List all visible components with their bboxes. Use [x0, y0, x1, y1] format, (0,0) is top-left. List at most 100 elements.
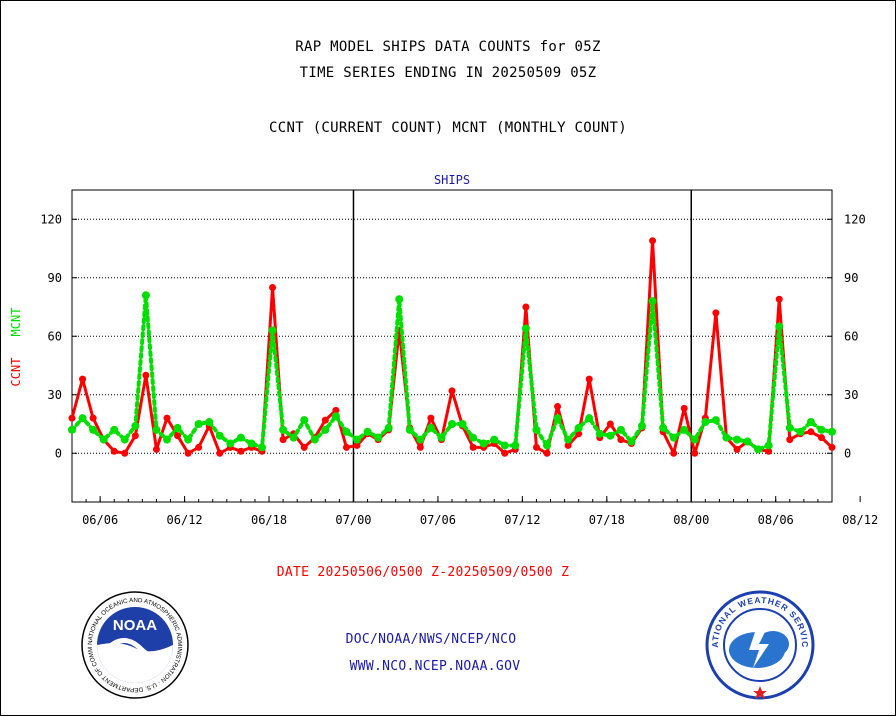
data-point-mcnt — [500, 441, 509, 450]
data-point-mcnt — [733, 435, 741, 444]
data-point-ccnt — [649, 237, 657, 245]
website-label: WWW.NCO.NCEP.NOAA.GOV — [349, 659, 521, 674]
data-point-mcnt — [279, 425, 288, 434]
data-point-ccnt — [775, 295, 783, 303]
data-point-ccnt — [237, 447, 245, 455]
y-tick-label-left: 60 — [48, 329, 62, 343]
data-point-mcnt — [458, 420, 467, 428]
data-point-ccnt — [269, 284, 277, 291]
data-point-ccnt — [543, 449, 551, 457]
data-point-ccnt — [585, 375, 593, 383]
y-tick-label-left: 120 — [40, 212, 62, 226]
data-point-ccnt — [163, 414, 171, 422]
data-point-mcnt — [595, 429, 604, 438]
data-point-ccnt — [680, 404, 688, 412]
data-point-mcnt — [321, 425, 330, 434]
data-point-ccnt — [522, 303, 530, 311]
x-tick-label: 06/12 — [167, 513, 203, 527]
data-point-ccnt — [807, 428, 815, 436]
data-point-ccnt — [733, 445, 741, 453]
chart-title-line-1: RAP MODEL SHIPS DATA COUNTS for 05Z — [295, 39, 601, 55]
data-point-mcnt — [152, 425, 161, 434]
data-point-mcnt — [215, 431, 224, 440]
data-point-mcnt — [405, 425, 414, 434]
data-point-mcnt — [395, 295, 404, 304]
x-tick-label: 06/06 — [82, 513, 118, 527]
x-tick-label: 07/12 — [504, 513, 540, 527]
data-point-mcnt — [616, 425, 625, 434]
data-point-mcnt — [194, 420, 203, 428]
data-point-mcnt — [701, 418, 710, 427]
y-tick-label-left: 0 — [55, 446, 62, 460]
data-point-mcnt — [669, 433, 678, 442]
data-point-mcnt — [416, 435, 425, 444]
data-point-mcnt — [764, 441, 773, 450]
data-point-mcnt — [78, 414, 87, 423]
data-point-mcnt — [479, 439, 488, 448]
data-point-ccnt — [184, 449, 192, 457]
chart-title-line-2: TIME SERIES ENDING IN 20250509 05Z — [299, 65, 597, 81]
data-point-mcnt — [353, 435, 361, 444]
data-point-mcnt — [68, 425, 76, 434]
data-point-mcnt — [754, 445, 763, 454]
data-point-mcnt — [785, 423, 794, 432]
data-point-mcnt — [300, 416, 309, 425]
data-point-mcnt — [711, 416, 720, 425]
y-tick-label-right: 0 — [844, 446, 851, 460]
data-point-mcnt — [743, 437, 752, 446]
y-axis-label-ccnt: CCNT — [9, 358, 23, 387]
nws-logo: NATIONAL WEATHER SERVICE — [705, 590, 815, 700]
data-point-mcnt — [110, 425, 119, 434]
x-tick-label: 07/06 — [420, 513, 456, 527]
x-tick-label: 07/18 — [589, 513, 625, 527]
data-point-mcnt — [585, 414, 594, 423]
x-tick-label: 08/06 — [758, 513, 794, 527]
data-point-mcnt — [606, 431, 615, 440]
data-point-ccnt — [332, 406, 340, 414]
data-point-mcnt — [289, 433, 298, 442]
data-point-mcnt — [543, 441, 551, 450]
data-point-ccnt — [353, 441, 361, 449]
chart-title-line-3: CCNT (CURRENT COUNT) MCNT (MONTHLY COUNT… — [269, 120, 627, 136]
data-point-ccnt — [342, 443, 350, 451]
data-point-ccnt — [300, 443, 308, 451]
data-point-mcnt — [331, 412, 340, 421]
data-point-mcnt — [722, 433, 731, 442]
data-point-ccnt — [121, 449, 129, 457]
data-point-mcnt — [99, 435, 108, 444]
data-point-mcnt — [553, 414, 562, 423]
data-point-mcnt — [89, 425, 98, 434]
data-point-mcnt — [374, 433, 383, 442]
data-point-mcnt — [627, 437, 636, 446]
y-tick-label-left: 90 — [48, 271, 62, 285]
data-point-mcnt — [690, 435, 699, 444]
data-point-ccnt — [131, 432, 139, 440]
x-tick-label: 08/12 — [842, 513, 878, 527]
data-point-mcnt — [532, 425, 541, 434]
data-point-ccnt — [606, 420, 614, 428]
data-point-mcnt — [817, 425, 826, 434]
data-point-ccnt — [110, 447, 118, 455]
data-point-mcnt — [384, 423, 393, 432]
data-point-ccnt — [691, 449, 699, 457]
data-point-mcnt — [184, 435, 193, 444]
noaa-logo: NOAA NATIONAL OCEANIC AND ATMOSPHERIC AD… — [80, 590, 189, 699]
data-point-mcnt — [775, 322, 784, 331]
data-point-mcnt — [469, 433, 478, 442]
data-point-ccnt — [554, 402, 562, 410]
data-point-mcnt — [163, 435, 171, 444]
data-point-ccnt — [152, 445, 160, 453]
y-tick-label-right: 120 — [844, 212, 866, 226]
x-tick-label: 07/00 — [335, 513, 371, 527]
data-point-ccnt — [279, 436, 287, 444]
data-point-mcnt — [659, 423, 668, 432]
data-point-ccnt — [174, 432, 182, 440]
noaa-logo-text: NOAA — [113, 617, 157, 634]
x-tick-label: 08/00 — [673, 513, 709, 527]
data-point-ccnt — [765, 447, 773, 455]
data-point-ccnt — [68, 414, 76, 422]
y-tick-label-right: 90 — [844, 271, 858, 285]
x-tick-label: 06/18 — [251, 513, 287, 527]
data-point-mcnt — [205, 418, 214, 427]
data-point-ccnt — [817, 434, 825, 442]
